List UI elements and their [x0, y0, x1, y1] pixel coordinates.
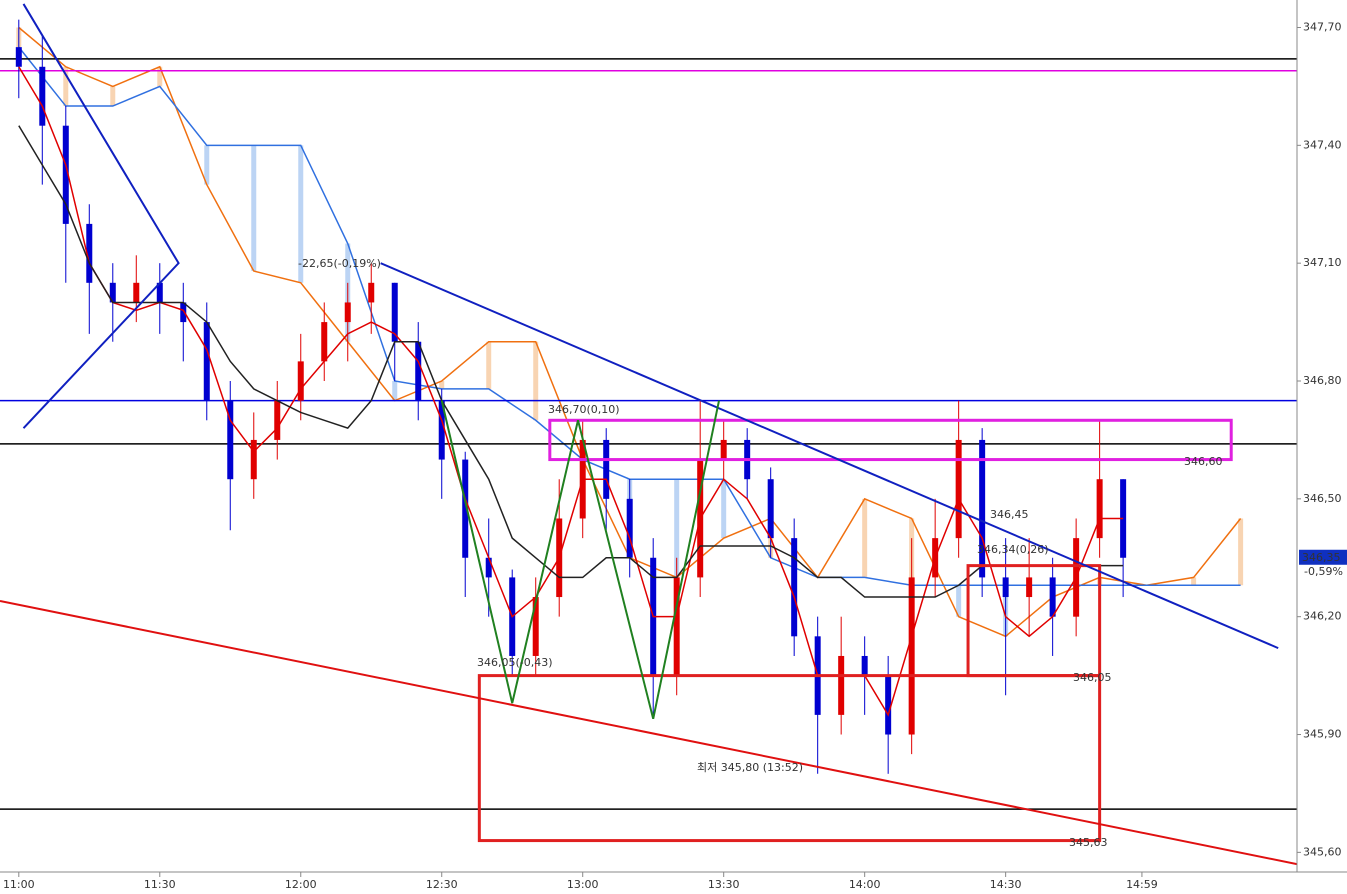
candle-body [297, 361, 304, 401]
candle-body [673, 577, 680, 676]
x-tick-label: 11:30 [144, 878, 176, 891]
annotation: 345,63 [1069, 836, 1108, 849]
candle-body [156, 282, 163, 303]
box [966, 564, 1102, 678]
x-tick-label: 13:00 [567, 878, 599, 891]
candle-body [368, 282, 375, 303]
indicator-line [18, 66, 1124, 717]
candle-body [109, 282, 116, 303]
candle-body [532, 597, 539, 656]
candle-body [1002, 577, 1009, 598]
candle-body [180, 302, 187, 323]
candle-body [791, 538, 798, 637]
candle-body [885, 675, 892, 735]
y-tick-label: 347,40 [1303, 138, 1342, 151]
candle-body [908, 577, 915, 735]
candle-body [62, 125, 69, 224]
annotation: 346,70(0,10) [548, 403, 620, 416]
candle-body [1026, 577, 1033, 598]
candle-body [861, 655, 868, 676]
box [548, 418, 1233, 462]
annotation: 346,34(0,26) [977, 543, 1049, 556]
candle-body [39, 66, 46, 126]
annotation: 346,45 [990, 508, 1029, 521]
annotation: 346,05 [1073, 671, 1112, 684]
candle-body [838, 655, 845, 715]
candle-body [227, 400, 234, 480]
candle-body [15, 47, 22, 67]
candle-body [979, 439, 986, 578]
annotation: 346,05(-0,43) [477, 656, 553, 669]
y-tick-label: 347,10 [1303, 256, 1342, 269]
change-label: -0,59% [1304, 565, 1343, 578]
last-price-box [1299, 549, 1347, 565]
candle-body [955, 439, 962, 539]
annotation: 346,60 [1184, 455, 1223, 468]
candle-body [438, 400, 445, 460]
candle-body [603, 439, 610, 499]
x-tick-label: 12:30 [426, 878, 458, 891]
y-tick-label: 345,60 [1303, 845, 1342, 858]
x-tick-label: 12:00 [285, 878, 317, 891]
candle-body [203, 322, 210, 401]
y-tick-label: 346,80 [1303, 374, 1342, 387]
candle-body [415, 341, 422, 401]
candle-body [767, 479, 774, 539]
box [477, 674, 1102, 843]
candle-body [344, 302, 351, 323]
y-tick-label: 346,50 [1303, 492, 1342, 505]
trend-line [440, 400, 720, 720]
candle-body [250, 439, 257, 480]
candle-body [720, 439, 727, 460]
annotation: 최저 345,80 (13:52) [697, 761, 803, 774]
y-tick-label: 346,20 [1303, 610, 1342, 623]
candle-body [133, 282, 140, 303]
x-tick-label: 14:30 [990, 878, 1022, 891]
x-tick-label: 14:59 [1126, 878, 1158, 891]
candle-body [86, 223, 93, 283]
trend-line [0, 599, 1297, 866]
candle-body [485, 557, 492, 578]
candle-body [321, 322, 328, 362]
candle-body [462, 459, 469, 558]
y-tick-label: 347,70 [1303, 20, 1342, 33]
candle-body [274, 400, 281, 440]
x-tick-label: 14:00 [849, 878, 881, 891]
annotation: -22,65(-0,19%) [298, 257, 381, 270]
indicator-line [18, 125, 1124, 598]
candle-body [626, 498, 633, 558]
candle-body [391, 282, 398, 342]
candle-body [1096, 479, 1103, 539]
x-tick-label: 11:00 [3, 878, 35, 891]
y-tick-label: 345,90 [1303, 728, 1342, 741]
trend-line [380, 262, 1279, 650]
trend-line [22, 3, 180, 429]
plot-area [0, 3, 1297, 866]
x-tick-label: 13:30 [708, 878, 740, 891]
candle-body [1049, 577, 1056, 617]
last-price-label: 346,35 [1302, 551, 1341, 564]
